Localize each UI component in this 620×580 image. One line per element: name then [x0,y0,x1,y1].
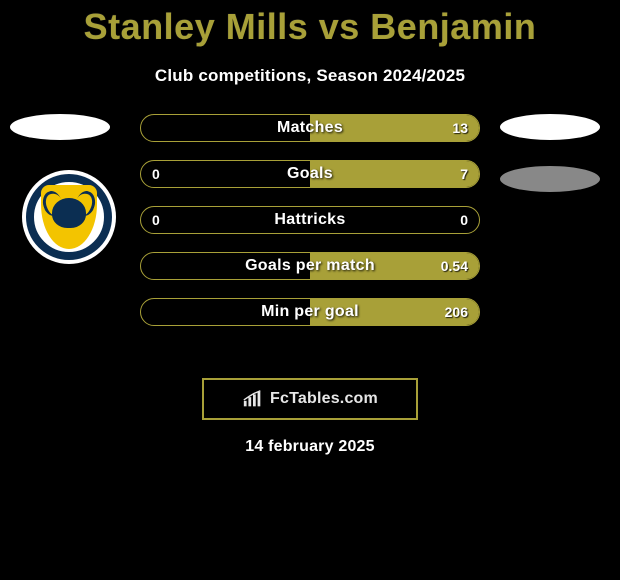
comparison-panel: Matches 13 0 Goals 7 0 Hattricks 0 Goals… [0,114,620,354]
stat-label: Goals per match [141,252,479,280]
stat-label: Hattricks [141,206,479,234]
stat-value-right: 206 [445,299,468,325]
stat-row: Min per goal 206 [140,298,480,326]
stat-value-right: 7 [460,161,468,187]
player-right-avatar-secondary [500,166,600,192]
club-badge-left [22,170,116,264]
page-subtitle: Club competitions, Season 2024/2025 [0,66,620,86]
stat-row: 0 Hattricks 0 [140,206,480,234]
player-left-avatar [10,114,110,140]
player-right-avatar [500,114,600,140]
stat-value-right: 13 [452,115,468,141]
bar-chart-icon [242,389,264,409]
stat-row: Matches 13 [140,114,480,142]
attribution-text: FcTables.com [270,390,378,408]
stat-row: 0 Goals 7 [140,160,480,188]
stat-value-right: 0.54 [441,253,468,279]
stat-label: Matches [141,114,479,142]
page-title: Stanley Mills vs Benjamin [0,0,620,48]
stat-label: Goals [141,160,479,188]
snapshot-date: 14 february 2025 [0,438,620,456]
stat-row: Goals per match 0.54 [140,252,480,280]
stat-rows: Matches 13 0 Goals 7 0 Hattricks 0 Goals… [140,114,480,344]
stat-label: Min per goal [141,298,479,326]
stat-value-right: 0 [460,207,468,233]
attribution-box[interactable]: FcTables.com [202,378,418,420]
